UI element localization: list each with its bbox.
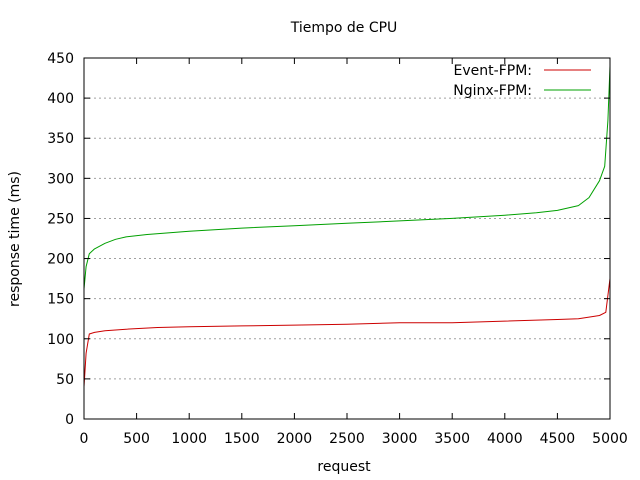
x-tick-label: 0 xyxy=(80,431,89,447)
x-tick-label: 1000 xyxy=(171,431,207,447)
y-tick-label: 250 xyxy=(47,211,74,227)
y-tick-label: 300 xyxy=(47,171,74,187)
y-tick-label: 400 xyxy=(47,91,74,107)
y-tick-label: 100 xyxy=(47,332,74,348)
series-line-1 xyxy=(83,278,611,387)
x-tick-label: 3000 xyxy=(382,431,418,447)
grid xyxy=(84,97,610,380)
x-tick-label: 4000 xyxy=(487,431,523,447)
y-tick-label: 150 xyxy=(47,292,74,308)
x-tick-label: 5000 xyxy=(592,431,628,447)
series-layer xyxy=(83,65,611,387)
x-tick-label: 2500 xyxy=(329,431,365,447)
x-axis-ticks: 0 500 1000 1500 2000 2500 3000 3500 4000 4500 5000 xyxy=(80,58,628,447)
y-tick-label: 450 xyxy=(47,51,74,67)
legend-label: Event-FPM: xyxy=(454,63,532,79)
plot-frame xyxy=(83,57,611,420)
chart-title: Tiempo de CPU xyxy=(290,20,398,36)
series-line-2 xyxy=(83,65,611,290)
legend: Event-FPM: Nginx-FPM: xyxy=(453,63,591,99)
y-axis-ticks: 0 50 100 150 200 250 300 350 400 450 xyxy=(47,51,610,428)
x-tick-label: 1500 xyxy=(224,431,260,447)
y-tick-label: 0 xyxy=(65,412,74,428)
legend-label: Nginx-FPM: xyxy=(453,83,532,99)
y-tick-label: 50 xyxy=(56,372,74,388)
y-tick-label: 200 xyxy=(47,252,74,268)
x-axis-label: request xyxy=(317,459,371,475)
x-tick-label: 2000 xyxy=(277,431,313,447)
y-tick-label: 350 xyxy=(47,131,74,147)
x-tick-label: 500 xyxy=(123,431,150,447)
x-tick-label: 4500 xyxy=(540,431,576,447)
x-tick-label: 3500 xyxy=(434,431,470,447)
y-axis-label: response time (ms) xyxy=(7,171,23,307)
